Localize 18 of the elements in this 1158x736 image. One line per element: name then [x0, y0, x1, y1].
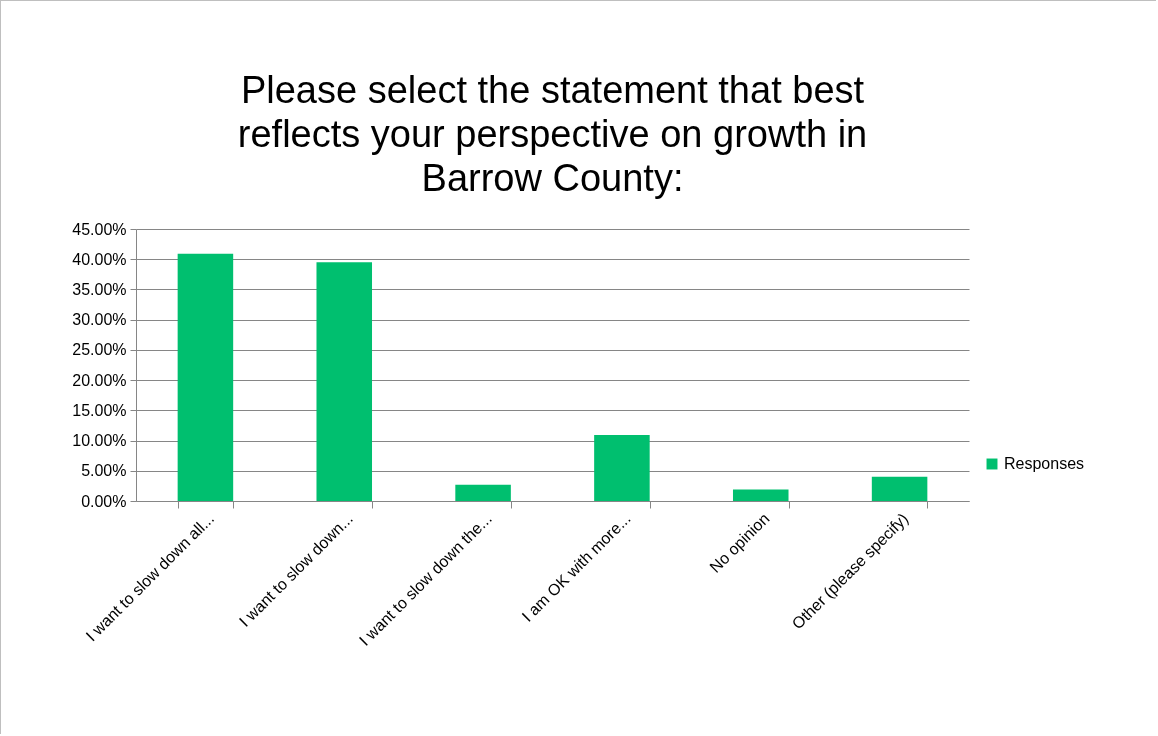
y-tick-label: 40.00%: [72, 250, 127, 268]
bar: [594, 435, 650, 501]
y-tick-label: 15.00%: [72, 401, 127, 419]
y-tick-label: 5.00%: [81, 462, 127, 480]
bar: [732, 489, 789, 501]
legend-label: Responses: [1004, 455, 1085, 472]
bar: [316, 262, 373, 501]
bar: [177, 253, 234, 501]
y-tick-label: 30.00%: [72, 311, 127, 329]
y-tick-label: 35.00%: [72, 280, 127, 298]
chart-title: Please select the statement that best reflects your perspective on growth in Barrow County:: [237, 69, 868, 199]
bar: [455, 484, 511, 501]
y-tick-label: 0.00%: [81, 492, 127, 510]
y-tick-label: 25.00%: [72, 341, 127, 359]
bar: [871, 476, 928, 501]
y-tick-label: 10.00%: [72, 432, 127, 450]
y-tick-label: 45.00%: [72, 220, 127, 238]
y-tick-label: 20.00%: [72, 371, 127, 389]
